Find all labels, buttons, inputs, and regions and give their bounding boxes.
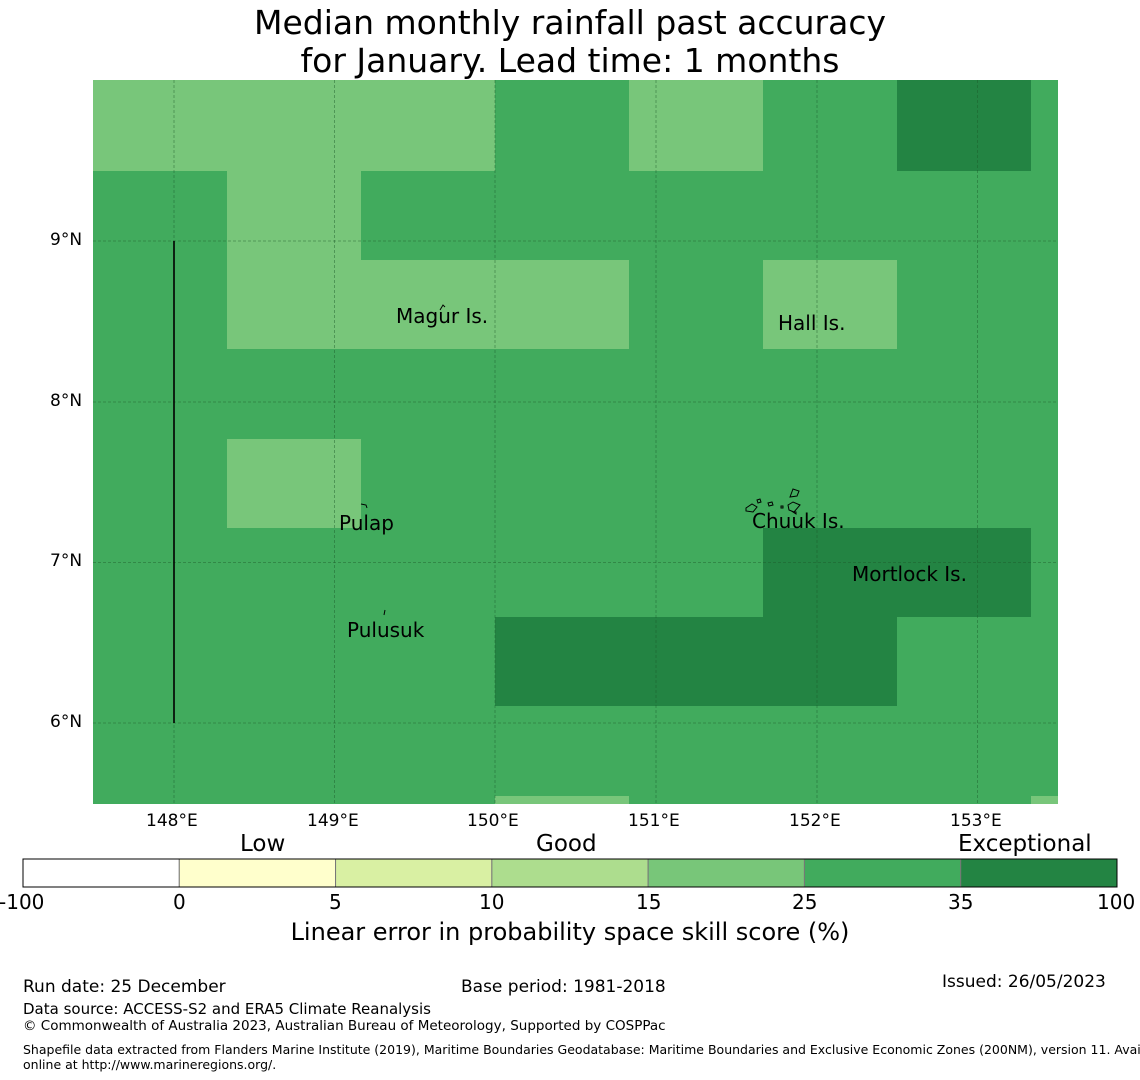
colorbar-tick: 0 [173, 890, 186, 914]
lon-label-151e: 151°E [628, 811, 680, 831]
colorbar-tick: -100 [0, 890, 45, 914]
place-label-magur: Magur Is. [396, 304, 489, 328]
place-label-hall: Hall Is. [778, 311, 846, 335]
colorbar-segment [803, 858, 962, 888]
island-chuuk-2 [745, 503, 758, 513]
run-date: Run date: 25 December [23, 977, 226, 997]
lon-label-150e: 150°E [467, 811, 519, 831]
cell-dark [897, 80, 1031, 171]
colorbar-tick: 100 [1097, 890, 1136, 914]
cell-light [227, 439, 361, 528]
cell-light [227, 260, 629, 349]
lon-label-149e: 149°E [307, 811, 359, 831]
base-period: Base period: 1981-2018 [461, 977, 666, 997]
island-chuuk-7 [756, 498, 762, 504]
colorbar-tick: 10 [479, 890, 505, 914]
shapefile-credit-line-1: Shapefile data extracted from Flanders M… [23, 1042, 1140, 1057]
colorbar-tick: 25 [792, 890, 818, 914]
island-pulusuk [383, 609, 386, 616]
lat-label-8n: 8°N [50, 391, 83, 411]
category-label-exceptional: Exceptional [958, 831, 1092, 857]
island-chuuk-3 [767, 501, 774, 507]
island-pulap [360, 503, 368, 509]
title-line-2: for January. Lead time: 1 months [300, 41, 840, 81]
colorbar-frame [22, 858, 1118, 888]
colorbar-segment [178, 858, 337, 888]
colorbar-tick: 35 [948, 890, 974, 914]
colorbar-segment [647, 858, 805, 888]
cell-light [1031, 796, 1058, 804]
island-chuuk-5 [780, 505, 784, 509]
chart-title: Median monthly rainfall past accuracy fo… [0, 3, 1140, 81]
colorbar-title: Linear error in probability space skill … [290, 918, 850, 946]
island-chuuk-4 [787, 501, 801, 513]
lon-label-152e: 152°E [789, 811, 841, 831]
cell-dark [763, 528, 1031, 617]
lon-label-153e: 153°E [950, 811, 1002, 831]
cell-light [763, 260, 897, 349]
colorbar [22, 858, 1118, 888]
cell-light [227, 171, 361, 260]
island-magur [439, 304, 446, 311]
place-label-pulusuk: Pulusuk [347, 618, 425, 642]
cell-light [495, 796, 629, 804]
shapefile-credit-line-2: online at http://www.marineregions.org/. [23, 1057, 277, 1072]
category-label-good: Good [536, 831, 597, 857]
island-chuuk-1 [789, 488, 800, 498]
issued-date: Issued: 26/05/2023 [942, 972, 1106, 992]
data-source: Data source: ACCESS-S2 and ERA5 Climate … [23, 1000, 431, 1018]
cell-dark [495, 617, 897, 706]
colorbar-tick: 5 [329, 890, 342, 914]
colorbar-segment [960, 858, 1118, 888]
title-line-1: Median monthly rainfall past accuracy [253, 3, 887, 42]
lat-label-6n: 6°N [50, 712, 83, 732]
island-chuuk-6 [791, 511, 797, 515]
category-label-low: Low [240, 831, 286, 857]
colorbar-segment [491, 858, 649, 888]
lon-label-148e: 148°E [146, 811, 198, 831]
cell-light [629, 80, 763, 171]
skill-grid [93, 80, 1058, 804]
place-label-mortlock: Mortlock Is. [852, 562, 967, 586]
colorbar-segment [335, 858, 493, 888]
colorbar-segment [22, 858, 180, 888]
place-label-chuuk: Chuuk Is. [752, 509, 845, 533]
place-label-pulap: Pulap [339, 511, 394, 535]
lat-label-7n: 7°N [50, 551, 83, 571]
colorbar-tick: 15 [636, 890, 662, 914]
island-outlines [360, 304, 801, 616]
cell-light [93, 80, 495, 171]
lat-label-9n: 9°N [50, 230, 83, 250]
copyright: © Commonwealth of Australia 2023, Austra… [23, 1018, 666, 1034]
